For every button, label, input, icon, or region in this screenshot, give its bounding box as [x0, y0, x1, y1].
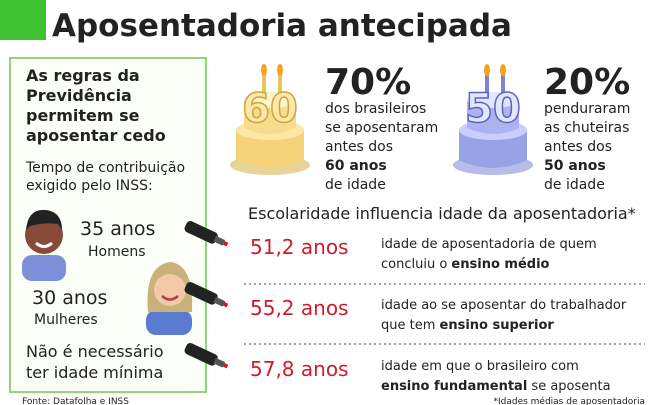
woman-icon [146, 262, 193, 335]
layer [467, 100, 519, 134]
note: ter idade mínima [26, 363, 163, 382]
stat-line: de idade [325, 177, 386, 193]
description-part: concluiu o [381, 257, 451, 272]
description-bold: ensino fundamental [381, 379, 527, 394]
layer-top [467, 92, 519, 108]
description-part: que tem [381, 318, 440, 333]
education-title: Escolaridade influencia idade da aposent… [248, 204, 636, 223]
stat-line: antes dos [325, 139, 393, 155]
stat-line: dos brasileiros [325, 101, 426, 117]
shirt [146, 310, 192, 335]
candle [278, 74, 282, 98]
age: 57,8 anos [250, 357, 348, 381]
stat-line: se aposentaram [325, 120, 438, 136]
age: 51,2 anos [250, 235, 348, 259]
flame [277, 64, 283, 76]
marker-pen [184, 342, 229, 369]
accent [0, 0, 46, 40]
stat-line: de idade [544, 177, 605, 193]
cake-number: 50 [465, 86, 521, 132]
layer [244, 100, 296, 134]
marker-pen [184, 220, 229, 247]
education-rows: 51,2 anos idade de aposentadoria de quem c… [184, 220, 627, 394]
age: 55,2 anos [250, 296, 348, 320]
smile [35, 241, 53, 248]
men-label: Homens [88, 244, 146, 260]
title: Aposentadoria antecipada [52, 8, 512, 44]
man-icon [22, 209, 66, 281]
stat-bold: 60 anos [325, 158, 387, 174]
description-part: se aposenta [527, 379, 610, 394]
stat-line: as chuteiras [544, 120, 629, 136]
heading-line: permitem se [26, 106, 140, 125]
candle [262, 74, 266, 98]
candle [501, 74, 505, 98]
description: ensino fundamental se aposenta [381, 379, 611, 394]
smile [161, 295, 179, 301]
description: que tem ensino superior [381, 318, 554, 333]
candle [485, 74, 489, 98]
description-bold: ensino superior [440, 318, 555, 333]
stat-70: 70% dos brasileiros se aposentaram antes… [325, 62, 438, 193]
cake-number: 60 [242, 86, 298, 132]
heading-line: aposentar cedo [26, 126, 166, 145]
pen-body [184, 281, 218, 305]
rules-heading: As regras da Previdência permitem se apo… [26, 66, 166, 145]
women-label: Mulheres [34, 312, 98, 328]
layer [236, 130, 304, 168]
heading-line: As regras da [26, 66, 140, 85]
percent: 70% [325, 62, 411, 103]
pen-body [184, 342, 218, 366]
pen-tip [213, 357, 226, 368]
footnote: *Idades médias de aposentadoria [493, 396, 645, 405]
stat-bold: 50 anos [544, 158, 606, 174]
women-years: 30 anos [32, 287, 107, 309]
note: Não é necessário [26, 342, 164, 361]
description: concluiu o ensino médio [381, 257, 550, 272]
description: idade de aposentadoria de quem [381, 237, 597, 252]
flame [500, 64, 506, 76]
description: idade em que o brasileiro com [381, 359, 579, 374]
cake-blue: 50 [453, 64, 533, 175]
flame [261, 64, 267, 76]
stat-20: 20% penduraram as chuteiras antes dos 50… [544, 62, 630, 193]
pen-nib [222, 302, 229, 308]
pen-tip [213, 235, 226, 246]
stat-line: penduraram [544, 101, 630, 117]
hair [26, 209, 62, 230]
pen-nib [222, 241, 229, 247]
heading-line: Previdência [26, 86, 132, 105]
pen-tip [213, 296, 226, 307]
cake-yellow: 60 [230, 64, 310, 175]
face [25, 216, 63, 254]
subheading: exigido pelo INSS: [26, 178, 153, 194]
description-bold: ensino médio [451, 257, 549, 272]
face [154, 274, 186, 306]
layer-top [244, 92, 296, 108]
description: idade ao se aposentar do trabalhador [381, 298, 627, 313]
men-years: 35 anos [80, 218, 155, 240]
stat-line: antes dos [544, 139, 612, 155]
source: Fonte: Datafolha e INSS [22, 397, 129, 405]
layer [459, 130, 527, 168]
shirt [22, 255, 66, 281]
subheading: Tempo de contribuição [25, 160, 185, 176]
percent: 20% [544, 62, 630, 103]
pen-nib [222, 363, 229, 369]
pen-body [184, 220, 218, 244]
flame [484, 64, 490, 76]
marker-pen [184, 281, 229, 308]
